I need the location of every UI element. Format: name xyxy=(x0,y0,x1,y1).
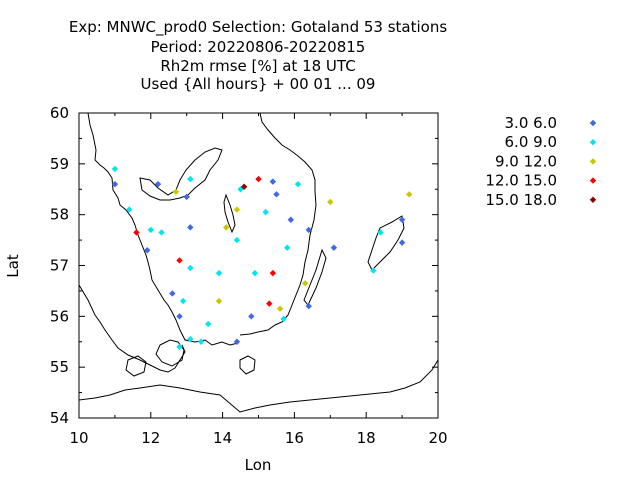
island-zealand xyxy=(155,339,185,367)
station-point-series-2 xyxy=(111,165,119,173)
x-tick-label: 12 xyxy=(141,429,160,447)
station-point-series-2 xyxy=(205,320,212,328)
station-point-series-1 xyxy=(305,302,312,310)
legend-marker xyxy=(589,139,597,146)
station-point-series-2 xyxy=(280,315,287,323)
station-point-series-2 xyxy=(233,236,241,244)
title-line-4: Used {All hours} + 00 01 ... 09 xyxy=(141,75,376,93)
x-axis-label: Lon xyxy=(245,456,272,474)
station-point-series-1 xyxy=(169,290,176,297)
y-tick-label: 56 xyxy=(50,307,69,325)
station-point-series-1 xyxy=(398,216,406,223)
x-tick-label: 20 xyxy=(428,429,447,447)
station-point-series-5 xyxy=(240,183,248,190)
coastline-sweden-east xyxy=(239,113,317,336)
coastline-map xyxy=(79,113,438,413)
y-tick-label: 58 xyxy=(50,206,69,224)
station-point-series-4 xyxy=(176,257,183,264)
station-point-series-3 xyxy=(222,224,230,231)
coastline-germany-poland xyxy=(79,359,438,413)
station-point-series-1 xyxy=(154,180,162,188)
station-point-series-2 xyxy=(187,336,194,343)
station-point-series-3 xyxy=(327,198,334,206)
island-funen xyxy=(125,355,147,377)
plot-frame xyxy=(78,112,439,419)
station-point-series-1 xyxy=(187,224,194,231)
legend-label: 3.0 6.0 xyxy=(505,114,557,132)
legend-marker xyxy=(589,177,597,184)
lake-vanern xyxy=(139,147,223,201)
station-point-series-2 xyxy=(284,244,291,251)
station-point-series-1 xyxy=(273,191,280,198)
station-point-series-1 xyxy=(183,193,190,201)
legend: 3.0 6.06.0 9.09.0 12.0 12.0 15.015.0 18.0 xyxy=(485,114,597,209)
station-point-series-2 xyxy=(179,297,187,305)
station-point-series-2 xyxy=(370,267,377,274)
station-point-series-2 xyxy=(187,264,194,272)
station-point-series-4 xyxy=(266,300,273,307)
station-point-series-2 xyxy=(377,229,384,236)
legend-label: 9.0 12.0 xyxy=(495,152,557,170)
station-point-series-2 xyxy=(187,175,194,183)
y-tick-label: 54 xyxy=(50,409,69,427)
lake-vattern xyxy=(223,193,236,234)
station-point-series-2 xyxy=(294,180,302,188)
station-point-series-3 xyxy=(276,305,284,312)
station-point-series-2 xyxy=(251,269,259,277)
station-point-series-1 xyxy=(111,180,119,188)
x-tick-label: 16 xyxy=(285,429,304,447)
station-point-series-2 xyxy=(215,269,223,277)
legend-label: 6.0 9.0 xyxy=(505,133,557,151)
y-tick-label: 55 xyxy=(50,358,69,376)
island-oland xyxy=(303,248,327,306)
legend-marker xyxy=(589,158,597,165)
station-point-series-4 xyxy=(255,175,262,183)
station-point-series-2 xyxy=(126,206,133,213)
station-point-series-2 xyxy=(158,229,165,236)
y-tick-label: 59 xyxy=(50,155,69,173)
station-point-series-1 xyxy=(144,247,151,254)
chart-title: Exp: MNWC_prod0 Selection: Gotaland 53 s… xyxy=(69,18,447,93)
station-point-series-4 xyxy=(269,269,277,277)
station-point-series-3 xyxy=(172,188,180,195)
x-tick-label: 14 xyxy=(213,429,232,447)
station-point-series-1 xyxy=(287,216,295,223)
legend-marker xyxy=(589,119,597,127)
y-tick-label: 60 xyxy=(50,104,69,122)
island-gotland xyxy=(367,215,405,271)
station-point-series-1 xyxy=(176,313,183,320)
station-point-series-2 xyxy=(262,208,269,216)
station-point-series-2 xyxy=(197,338,205,345)
station-point-series-1 xyxy=(398,239,406,246)
station-point-series-1 xyxy=(248,313,255,320)
station-point-series-2 xyxy=(147,226,154,234)
station-point-series-1 xyxy=(305,226,312,234)
legend-label: 12.0 15.0 xyxy=(485,172,557,190)
station-point-series-2 xyxy=(176,343,183,351)
coastline-jutland xyxy=(79,284,186,373)
data-points xyxy=(111,165,413,351)
legend-label: 15.0 18.0 xyxy=(485,191,557,209)
station-point-series-3 xyxy=(301,280,309,287)
title-line-1: Exp: MNWC_prod0 Selection: Gotaland 53 s… xyxy=(69,18,447,37)
legend-marker xyxy=(589,196,597,203)
station-point-series-1 xyxy=(269,178,277,185)
station-point-series-1 xyxy=(233,338,241,345)
x-axis-ticks: 10 12 14 16 18 20 xyxy=(69,113,448,447)
station-point-series-1 xyxy=(330,244,338,251)
station-point-series-3 xyxy=(406,191,413,198)
island-bornholm xyxy=(239,355,256,375)
station-point-series-4 xyxy=(133,229,140,236)
title-line-3: Rh2m rmse [%] at 18 UTC xyxy=(160,57,355,75)
station-point-series-3 xyxy=(233,206,241,213)
x-tick-label: 10 xyxy=(69,429,88,447)
station-point-series-3 xyxy=(215,297,223,305)
y-axis-ticks: 54 55 56 57 58 59 60 xyxy=(50,104,438,427)
x-tick-label: 18 xyxy=(357,429,376,447)
title-line-2: Period: 20220806-20220815 xyxy=(151,38,366,56)
y-axis-label: Lat xyxy=(4,254,22,278)
y-tick-label: 57 xyxy=(50,257,69,275)
